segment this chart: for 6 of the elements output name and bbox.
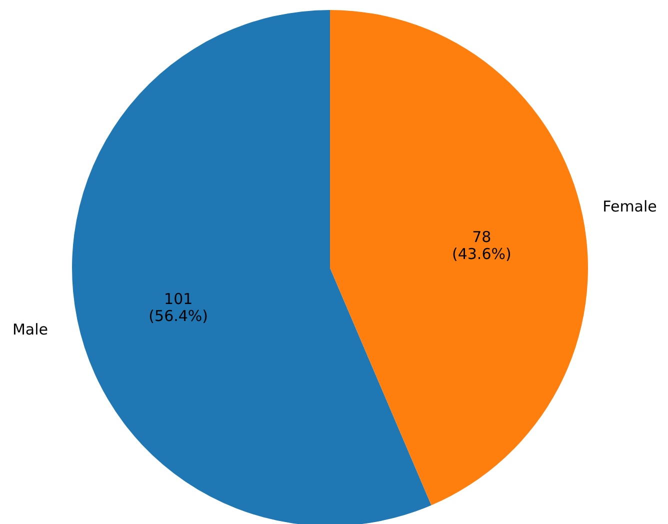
pie-slice: [330, 10, 588, 506]
data-label: 78 (43.6%): [452, 228, 512, 263]
slice-label: Male: [12, 320, 48, 338]
slice-label: Female: [602, 198, 657, 216]
pie-slice: [72, 10, 432, 524]
data-label: 101 (56.4%): [148, 290, 208, 326]
